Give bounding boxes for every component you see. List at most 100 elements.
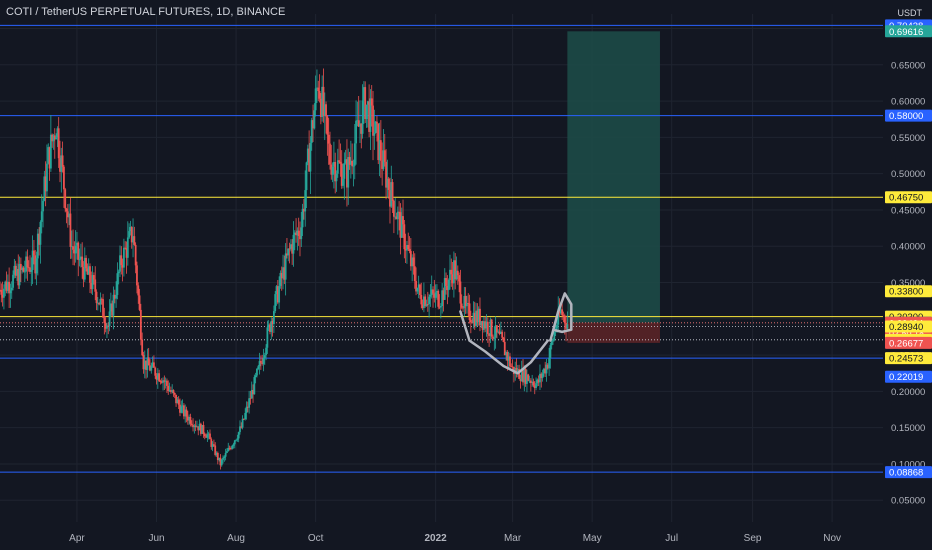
price-badge-label: 0.69616 bbox=[889, 27, 923, 38]
candle-body bbox=[47, 147, 50, 164]
candle-body bbox=[172, 390, 175, 393]
candle-body bbox=[329, 143, 331, 165]
candle-body bbox=[171, 390, 174, 392]
candle-body bbox=[163, 380, 166, 382]
candle-body bbox=[557, 308, 560, 325]
candle-body bbox=[86, 268, 89, 275]
candle-body bbox=[151, 362, 154, 367]
candle-body bbox=[142, 355, 145, 370]
candle-body bbox=[368, 101, 371, 132]
candle-body bbox=[143, 360, 146, 370]
candle-body bbox=[296, 230, 299, 236]
candle-body bbox=[52, 135, 55, 142]
candle-body bbox=[184, 409, 187, 417]
candle-body bbox=[527, 374, 530, 381]
candle-body bbox=[286, 253, 288, 256]
candle-body bbox=[292, 234, 295, 254]
candle-body bbox=[489, 319, 492, 336]
price-badge bbox=[885, 336, 932, 349]
price-unit-label: USDT bbox=[897, 8, 923, 18]
x-tick-label: May bbox=[583, 533, 602, 544]
candle-body bbox=[518, 369, 521, 379]
candle-body bbox=[219, 457, 222, 466]
candle-body bbox=[378, 140, 381, 161]
candle-body bbox=[317, 87, 320, 91]
candle-body bbox=[382, 150, 385, 169]
candle-body bbox=[424, 296, 427, 307]
candle-body bbox=[505, 352, 507, 356]
candle-body bbox=[496, 325, 498, 333]
candle-body bbox=[562, 315, 565, 316]
candle-body bbox=[82, 267, 85, 280]
price-badge-label: 0.26677 bbox=[889, 338, 923, 349]
countdown-label: 02:50:18 bbox=[889, 328, 924, 338]
candle-body bbox=[197, 426, 200, 431]
candle-body bbox=[210, 439, 213, 447]
candle-body bbox=[183, 405, 185, 417]
candle-body bbox=[501, 331, 504, 338]
candle-body bbox=[137, 285, 140, 296]
candle-body bbox=[356, 120, 359, 122]
candle-body bbox=[232, 444, 235, 446]
candle-body bbox=[383, 150, 386, 162]
candle-body bbox=[56, 128, 59, 138]
candle-body bbox=[21, 267, 24, 270]
price-badge bbox=[885, 285, 932, 298]
candle-body bbox=[128, 231, 131, 238]
candle-body bbox=[430, 289, 433, 295]
candle-body bbox=[60, 155, 63, 172]
candle-body bbox=[373, 132, 376, 136]
candle-body bbox=[35, 258, 38, 274]
candle-body bbox=[147, 357, 150, 366]
candle-body bbox=[420, 294, 423, 305]
candle-body bbox=[541, 373, 544, 379]
candle-body bbox=[48, 147, 51, 169]
candle-body bbox=[322, 86, 325, 116]
candle-body bbox=[246, 406, 249, 408]
candle-body bbox=[426, 304, 429, 305]
candle-body bbox=[490, 319, 493, 337]
candle-body bbox=[469, 320, 472, 323]
candle-body bbox=[289, 244, 292, 249]
candle-body bbox=[194, 425, 197, 427]
candle-body bbox=[188, 416, 191, 421]
candle-body bbox=[556, 324, 558, 329]
candle-body bbox=[409, 251, 412, 267]
candle-body bbox=[218, 457, 221, 461]
candle-body bbox=[531, 381, 534, 384]
candle-body bbox=[256, 368, 258, 376]
price-badge-label: 0.22019 bbox=[889, 372, 923, 383]
candle-body bbox=[533, 385, 536, 388]
candle-body bbox=[265, 347, 267, 356]
candle-body bbox=[196, 426, 198, 428]
candle-body bbox=[42, 200, 44, 212]
candle-body bbox=[323, 104, 326, 116]
candle-body bbox=[349, 160, 352, 165]
candle-body bbox=[353, 143, 356, 166]
candle-body bbox=[419, 284, 421, 295]
candle-body bbox=[561, 309, 564, 316]
candle-body bbox=[241, 418, 244, 428]
candle-body bbox=[422, 296, 425, 309]
candle-body bbox=[146, 357, 149, 370]
candle-body bbox=[295, 232, 297, 236]
candle-body bbox=[336, 160, 339, 174]
candle-body bbox=[107, 325, 110, 327]
candle-body bbox=[485, 321, 488, 329]
candle-body bbox=[43, 176, 46, 201]
candle-body bbox=[22, 267, 25, 272]
candle-body bbox=[342, 178, 344, 186]
candle-body bbox=[443, 278, 446, 300]
candle-body bbox=[17, 268, 20, 286]
candle-body bbox=[149, 365, 151, 371]
candle-body bbox=[279, 272, 282, 286]
candle-body bbox=[511, 366, 514, 368]
candle-body bbox=[203, 434, 206, 437]
candle-body bbox=[304, 190, 307, 212]
candle-body bbox=[475, 310, 477, 326]
candle-body bbox=[529, 380, 532, 384]
candle-body bbox=[229, 448, 232, 450]
candle-body bbox=[1, 294, 4, 298]
candle-body bbox=[493, 337, 496, 339]
